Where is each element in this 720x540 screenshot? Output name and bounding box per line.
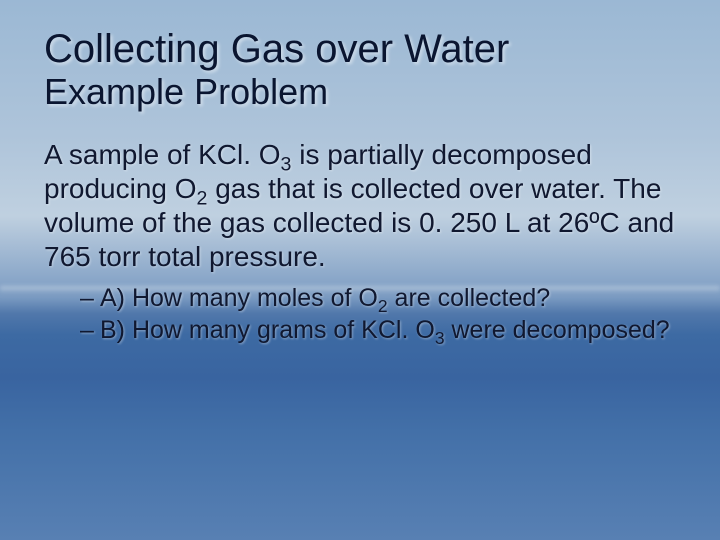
question-a: A) How many moles of O2 are collected?	[80, 282, 680, 314]
slide-title-line2: Example Problem	[44, 72, 680, 112]
qb-subscript: 3	[435, 328, 445, 348]
qa-subscript: 2	[378, 296, 388, 316]
question-list: A) How many moles of O2 are collected? B…	[44, 282, 680, 346]
slide-title-line1: Collecting Gas over Water	[44, 28, 680, 70]
qa-segment-2: are collected?	[388, 284, 551, 312]
slide-content: Collecting Gas over Water Example Proble…	[0, 0, 720, 346]
qb-segment-1: B) How many grams of KCl. O	[100, 316, 435, 344]
body-segment-1: A sample of KCl. O	[44, 139, 281, 170]
question-b: B) How many grams of KCl. O3 were decomp…	[80, 314, 680, 346]
problem-statement: A sample of KCl. O3 is partially decompo…	[44, 138, 680, 275]
qa-segment-1: A) How many moles of O	[100, 284, 378, 312]
qb-segment-2: were decomposed?	[445, 316, 670, 344]
